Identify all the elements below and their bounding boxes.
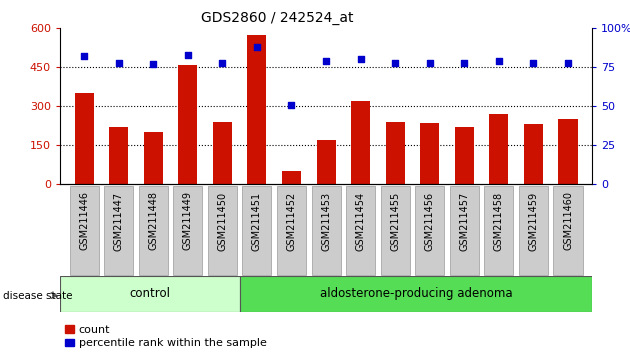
FancyBboxPatch shape (554, 186, 583, 275)
FancyBboxPatch shape (208, 186, 237, 275)
Text: GSM211454: GSM211454 (355, 192, 365, 251)
Text: GSM211450: GSM211450 (217, 192, 227, 251)
Bar (213, 122, 232, 184)
Text: GSM211456: GSM211456 (425, 192, 435, 251)
Point (183, 52, 193, 58)
Bar (455, 127, 474, 184)
Bar (178, 65, 197, 184)
FancyBboxPatch shape (381, 186, 410, 275)
Text: GSM211458: GSM211458 (494, 192, 504, 251)
Text: GSM211446: GSM211446 (79, 192, 89, 250)
FancyBboxPatch shape (69, 186, 98, 275)
Bar (351, 101, 370, 184)
Text: GDS2860 / 242524_at: GDS2860 / 242524_at (201, 11, 353, 25)
FancyBboxPatch shape (277, 186, 306, 275)
Text: GSM211449: GSM211449 (183, 192, 193, 250)
FancyBboxPatch shape (311, 186, 341, 275)
Point (563, 60, 573, 65)
Bar (420, 123, 439, 184)
Point (252, 44, 262, 50)
FancyBboxPatch shape (415, 186, 444, 275)
Point (425, 60, 435, 65)
FancyBboxPatch shape (346, 186, 375, 275)
Bar (559, 119, 578, 184)
Bar (490, 114, 508, 184)
Bar (74, 93, 93, 184)
Point (529, 60, 539, 65)
Point (390, 60, 400, 65)
FancyBboxPatch shape (104, 186, 133, 275)
Text: GSM211460: GSM211460 (563, 192, 573, 250)
Text: GSM211451: GSM211451 (252, 192, 262, 251)
FancyBboxPatch shape (450, 186, 479, 275)
Point (287, 102, 297, 108)
Legend: count, percentile rank within the sample: count, percentile rank within the sample (66, 325, 266, 348)
FancyBboxPatch shape (139, 186, 168, 275)
FancyBboxPatch shape (484, 186, 513, 275)
Text: aldosterone-producing adenoma: aldosterone-producing adenoma (319, 287, 512, 300)
Point (217, 60, 227, 65)
Point (113, 60, 123, 65)
FancyBboxPatch shape (60, 276, 239, 312)
FancyBboxPatch shape (519, 186, 548, 275)
Text: GSM211459: GSM211459 (529, 192, 539, 251)
Text: GSM211455: GSM211455 (390, 192, 400, 251)
Point (459, 60, 469, 65)
Text: GSM211453: GSM211453 (321, 192, 331, 251)
Text: disease state: disease state (3, 291, 72, 301)
FancyBboxPatch shape (239, 276, 592, 312)
Text: GSM211452: GSM211452 (287, 192, 297, 251)
Bar (524, 124, 543, 184)
Point (355, 57, 365, 62)
Bar (144, 132, 163, 184)
Bar (282, 171, 301, 184)
Text: GSM211457: GSM211457 (459, 192, 469, 251)
Point (148, 61, 158, 67)
Text: GSM211448: GSM211448 (148, 192, 158, 250)
Bar (248, 35, 266, 184)
Text: GSM211447: GSM211447 (113, 192, 123, 251)
Text: control: control (129, 287, 170, 300)
Point (321, 58, 331, 64)
FancyBboxPatch shape (173, 186, 202, 275)
Point (79, 53, 89, 59)
Bar (109, 127, 128, 184)
Point (494, 58, 504, 64)
Bar (386, 122, 404, 184)
Bar (316, 140, 336, 184)
FancyBboxPatch shape (243, 186, 272, 275)
